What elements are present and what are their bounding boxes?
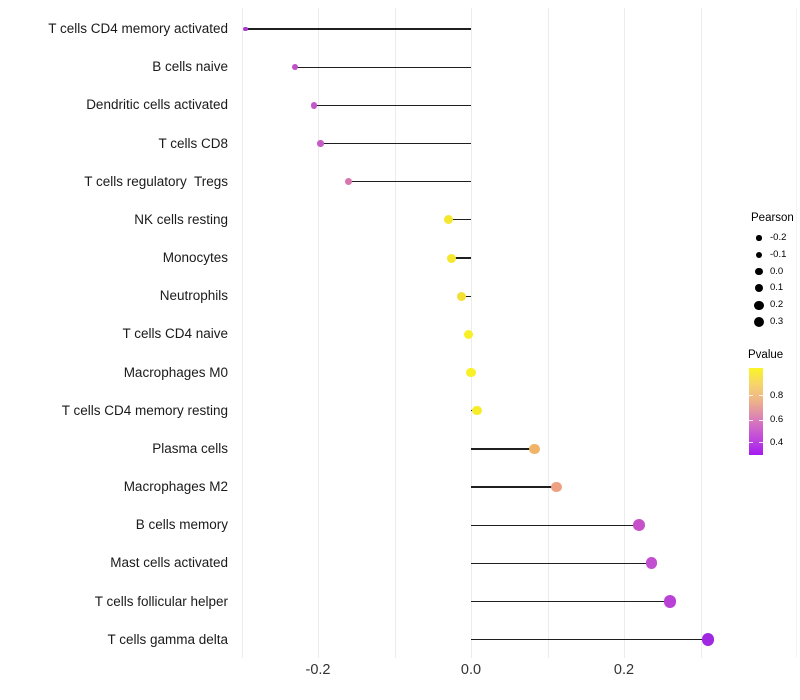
- y-axis-label: Plasma cells: [152, 440, 228, 456]
- y-axis-label: T cells CD4 memory activated: [48, 21, 228, 36]
- gridline: [547, 8, 549, 658]
- lollipop-dot: [529, 443, 540, 455]
- gridline: [700, 8, 702, 658]
- lollipop-stem: [348, 181, 471, 183]
- lollipop-dot: [444, 215, 454, 225]
- lollipop-stem: [471, 524, 640, 526]
- lollipop-stem: [314, 104, 471, 106]
- y-axis-label: T cells follicular helper: [94, 593, 228, 609]
- lollipop-dot: [292, 64, 298, 71]
- y-axis-label: B cells memory: [135, 517, 228, 533]
- y-axis-label: B cells naive: [152, 59, 228, 75]
- legend-size-label: 0.0: [770, 265, 784, 277]
- legend-size-dot: [754, 317, 764, 327]
- y-axis-label: T cells gamma delta: [107, 631, 228, 647]
- legend-pvalue-tick-label: 0.8: [770, 389, 784, 401]
- y-axis-label: NK cells resting: [134, 211, 228, 227]
- lollipop-stem: [245, 28, 471, 30]
- lollipop-stem: [320, 142, 471, 145]
- y-axis-label: T cells CD8: [158, 135, 228, 151]
- x-tick-label: 0.0: [460, 662, 482, 678]
- lollipop-dot: [551, 481, 562, 493]
- lollipop-stem: [471, 639, 709, 641]
- y-axis-label: Neutrophils: [159, 288, 228, 304]
- lollipop-stem: [451, 257, 471, 259]
- lollipop-dot: [457, 291, 467, 301]
- lollipop-dot: [345, 178, 353, 186]
- y-axis-label: Macrophages M0: [123, 364, 228, 380]
- lollipop-stem: [448, 219, 471, 221]
- lollipop-dot: [317, 140, 324, 147]
- lollipop-dot: [472, 405, 482, 416]
- colorbar-tick: [749, 419, 753, 421]
- legend-size-dot: [755, 251, 763, 258]
- lollipop-stem: [461, 295, 471, 297]
- legend-pearson-title: Pearson: [751, 212, 794, 224]
- legend-size-dot: [755, 268, 763, 276]
- lollipop-stem: [471, 562, 652, 565]
- legend-size-label: 0.2: [770, 299, 784, 311]
- lollipop-dot: [446, 253, 456, 263]
- pvalue-colorbar: [749, 368, 763, 455]
- legend-size-label: -0.1: [770, 248, 787, 260]
- colorbar-tick: [759, 419, 763, 421]
- y-axis-label: T cells CD4 memory resting: [61, 402, 228, 418]
- colorbar-tick: [759, 442, 763, 444]
- lollipop-dot: [663, 595, 676, 608]
- lollipop-dot: [701, 633, 715, 646]
- gridline: [394, 8, 396, 658]
- colorbar-tick: [749, 442, 753, 444]
- lollipop-stem: [471, 600, 670, 603]
- legend-pvalue-title: Pvalue: [748, 349, 784, 361]
- legend-pvalue-tick-label: 0.6: [770, 414, 784, 426]
- legend-size-dot: [754, 300, 764, 310]
- legend-size-dot: [754, 284, 764, 293]
- legend-size-label: 0.3: [770, 316, 784, 327]
- y-axis-label: Monocytes: [162, 250, 228, 266]
- lollipop-stem: [471, 448, 535, 450]
- lollipop-stem: [471, 486, 557, 488]
- lollipop-dot: [243, 26, 248, 32]
- y-axis-label: Mast cells activated: [110, 555, 228, 571]
- lollipop-dot: [310, 102, 318, 109]
- legend-size-dot: [756, 235, 762, 241]
- gridline: [624, 8, 625, 658]
- lollipop-dot: [633, 519, 646, 532]
- y-axis-label: T cells CD4 naive: [122, 326, 228, 342]
- panel-right-edge: [796, 8, 798, 658]
- colorbar-tick: [759, 395, 763, 397]
- lollipop-dot: [466, 367, 476, 378]
- y-axis-label: T cells regulatory Tregs: [84, 173, 228, 189]
- y-axis-label: Dendritic cells activated: [86, 97, 228, 113]
- colorbar-tick: [749, 395, 753, 397]
- lollipop-dot: [645, 557, 658, 570]
- x-tick-label: -0.2: [305, 662, 331, 678]
- y-axis-label: Macrophages M2: [123, 479, 228, 495]
- legend-pvalue-tick-label: 0.4: [770, 436, 784, 448]
- gridline: [241, 8, 243, 658]
- x-tick-label: 0.2: [613, 662, 635, 678]
- lollipop-stem: [295, 66, 471, 68]
- lollipop-dot: [464, 329, 474, 339]
- legend-size-label: 0.1: [770, 282, 784, 294]
- legend-size-label: -0.2: [770, 232, 787, 243]
- gridline: [318, 8, 319, 658]
